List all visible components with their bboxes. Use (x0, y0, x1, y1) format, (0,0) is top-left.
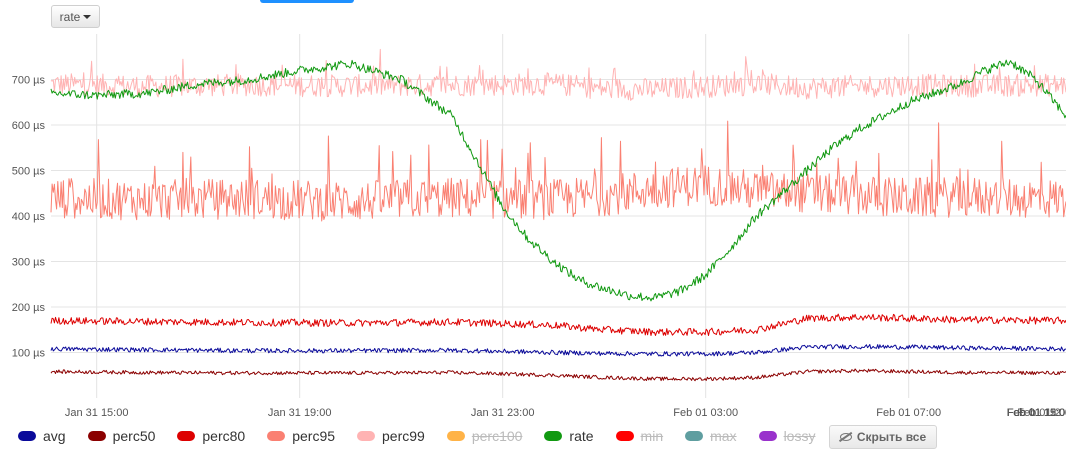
legend-swatch (87, 431, 106, 441)
chart-legend: avg perc50 perc80 perc95 perc99 perc100 rate mi… (18, 424, 837, 448)
legend-swatch (267, 431, 286, 441)
y-tick-label: 500 µs (12, 166, 46, 178)
latency-chart: 100 µs 200 µs 300 µs 400 µs 500 µs 600 µs 700 … (12, 34, 1066, 419)
legend-swatch (615, 431, 634, 441)
legend-label: perc99 (382, 428, 425, 444)
x-tick-label: Jan 31 19:00 (268, 407, 332, 419)
legend-swatch (18, 431, 36, 441)
series-line-avg (50, 344, 1066, 357)
hide-all-label: Скрыть все (856, 430, 927, 444)
caret-down-icon (83, 14, 92, 19)
x-tick-label: Jan 31 15:00 (65, 407, 129, 419)
legend-label: perc50 (112, 428, 156, 444)
legend-swatch (544, 431, 563, 441)
legend-swatch (177, 431, 196, 441)
legend-label: perc95 (292, 428, 336, 444)
legend-label: perc80 (202, 428, 246, 444)
rate-dropdown-button[interactable]: rate (51, 5, 100, 28)
legend-item-max[interactable]: max (685, 428, 737, 444)
legend-label: perc100 (471, 428, 523, 444)
legend-label: rate (569, 428, 594, 444)
legend-item-perc99[interactable]: perc99 (357, 428, 425, 444)
x-tick-label: Feb 01 11:00 (1007, 407, 1066, 419)
legend-item-perc95[interactable]: perc95 (267, 428, 335, 444)
legend-label: avg (43, 428, 66, 444)
legend-label: max (710, 428, 737, 444)
x-tick-label: Feb 01 2 (1017, 407, 1060, 419)
legend-item-perc100[interactable]: perc100 (446, 428, 523, 444)
legend-swatch (446, 431, 465, 441)
series-line-perc99 (50, 48, 1066, 101)
x-tick-label: Feb 01 07:00 (876, 407, 941, 419)
legend-item-avg[interactable]: avg (18, 428, 66, 444)
y-tick-label: 700 µs (12, 75, 46, 87)
header-accent-bar (260, 0, 354, 3)
y-tick-label: 100 µs (12, 348, 46, 360)
x-tick-label: Feb 01 15:00 (1007, 407, 1066, 419)
rate-dropdown-label: rate (59, 9, 81, 24)
series-line-perc50 (50, 368, 1066, 382)
hide-all-button[interactable]: Скрыть все (829, 425, 937, 449)
series-line-perc80 (50, 313, 1066, 336)
legend-item-rate[interactable]: rate (544, 428, 594, 444)
x-tick-label: Feb 01 19:00 (1007, 407, 1066, 419)
legend-item-lossy[interactable]: lossy (758, 428, 816, 444)
series-line-rate (50, 59, 1066, 302)
legend-item-perc50[interactable]: perc50 (87, 428, 156, 444)
y-tick-label: 600 µs (12, 120, 46, 132)
y-tick-label: 400 µs (12, 211, 46, 223)
y-tick-label: 300 µs (12, 257, 46, 269)
series-line-perc95 (50, 120, 1066, 222)
legend-item-perc80[interactable]: perc80 (177, 428, 245, 444)
legend-label: lossy (783, 428, 816, 444)
legend-label: min (640, 428, 664, 444)
eye-slash-icon (839, 433, 852, 441)
y-tick-label: 200 µs (12, 302, 46, 314)
x-tick-label: Jan 31 23:00 (471, 407, 535, 419)
x-tick-label: Feb 01 03:00 (673, 407, 738, 419)
legend-swatch (758, 431, 777, 441)
legend-swatch (685, 431, 704, 441)
legend-swatch (357, 431, 376, 441)
legend-item-min[interactable]: min (615, 428, 664, 444)
